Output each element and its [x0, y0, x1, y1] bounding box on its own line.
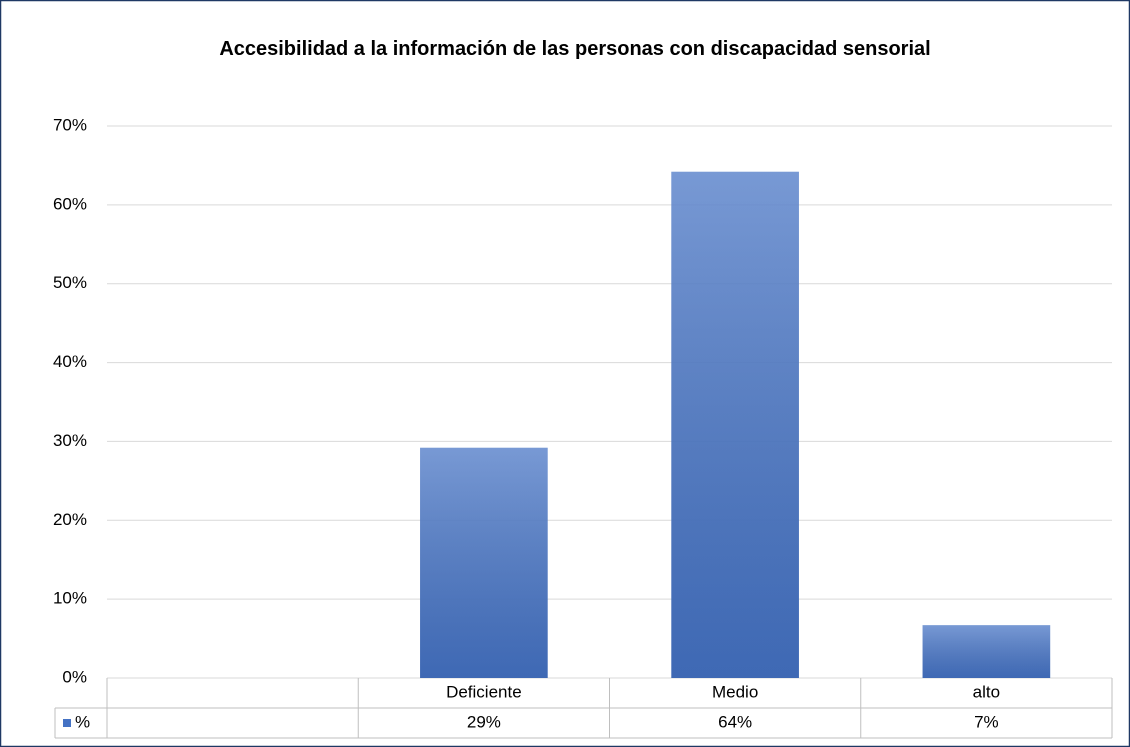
- y-tick-label: 50%: [53, 273, 87, 292]
- x-tick-label: Deficiente: [446, 682, 522, 701]
- data-label: 29%: [467, 712, 501, 731]
- x-tick-label: alto: [973, 682, 1000, 701]
- y-tick-label: 30%: [53, 431, 87, 450]
- data-label: 64%: [718, 712, 752, 731]
- y-tick-label: 0%: [62, 667, 87, 686]
- x-tick-label: Medio: [712, 682, 758, 701]
- legend-label: %: [75, 712, 90, 731]
- legend-key: [63, 719, 71, 727]
- bar-shade: [671, 171, 799, 679]
- y-tick-label: 10%: [53, 589, 87, 608]
- y-tick-label: 70%: [53, 115, 87, 134]
- y-tick-label: 40%: [53, 352, 87, 371]
- bar-shade: [420, 447, 548, 678]
- chart-title: Accesibilidad a la información de las pe…: [219, 38, 931, 60]
- data-label: 7%: [974, 712, 999, 731]
- bar-shade: [922, 625, 1051, 678]
- y-tick-label: 20%: [53, 510, 87, 529]
- y-tick-label: 60%: [53, 194, 87, 213]
